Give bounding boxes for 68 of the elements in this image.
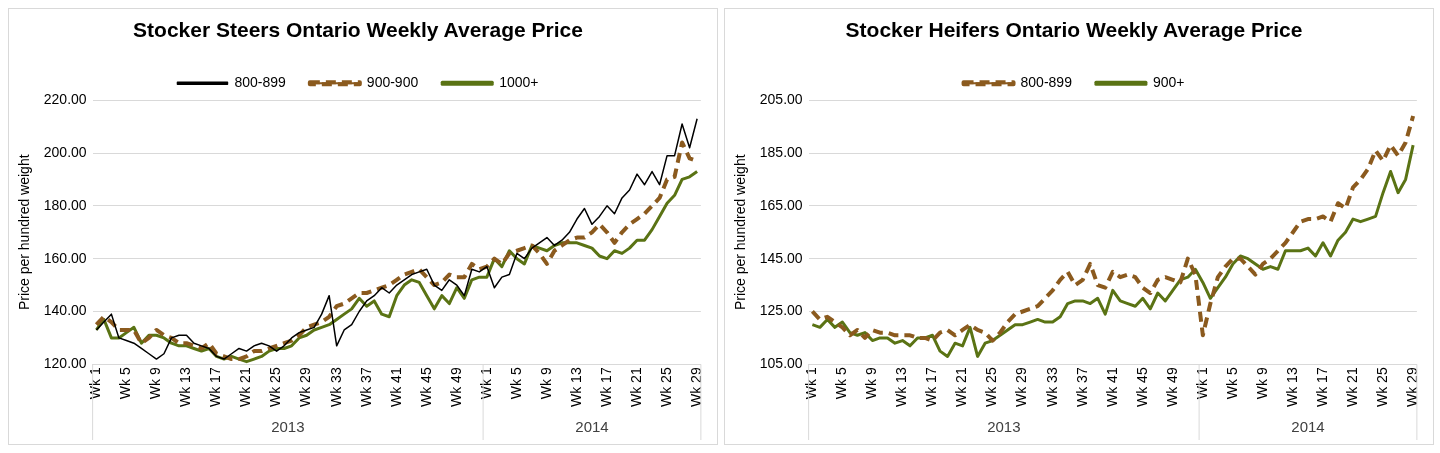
x-tick-label: Wk 5 bbox=[507, 367, 524, 400]
y-tick-label: 160.00 bbox=[43, 249, 87, 266]
x-tick-label: Wk 49 bbox=[1163, 367, 1180, 408]
x-tick-label: Wk 21 bbox=[627, 367, 644, 408]
chart-title: Stocker Heifers Ontario Weekly Average Price bbox=[845, 18, 1303, 42]
y-tick-label: 105.00 bbox=[759, 355, 803, 372]
x-tick-label: Wk 17 bbox=[597, 367, 614, 408]
text: 2013 bbox=[271, 418, 305, 436]
x-tick-label: Wk 29 bbox=[1013, 367, 1030, 408]
x-tick-label: Wk 41 bbox=[387, 367, 404, 408]
legend-label: 1000+ bbox=[499, 74, 539, 91]
y-tick-label: 165.00 bbox=[759, 196, 803, 213]
legend-label: 900+ bbox=[1152, 74, 1185, 91]
x-tick-label: Wk 21 bbox=[1343, 367, 1360, 408]
x-tick-label: Wk 49 bbox=[447, 367, 464, 408]
legend-label: 800-899 bbox=[1020, 74, 1073, 91]
x-tick-label: Wk 17 bbox=[207, 367, 224, 408]
y-axis-title: Price per hundred weight bbox=[732, 154, 749, 311]
y-tick-label: 120.00 bbox=[43, 355, 87, 372]
x-tick-label: Wk 37 bbox=[357, 367, 374, 408]
y-axis-title: Price per hundred weight bbox=[16, 154, 33, 311]
x-tick-label: Wk 25 bbox=[1373, 367, 1390, 408]
x-tick-label: Wk 41 bbox=[1103, 367, 1120, 408]
x-tick-label: Wk 33 bbox=[1043, 367, 1060, 408]
legend-label: 800-899 bbox=[234, 74, 287, 91]
x-tick-label: Wk 5 bbox=[1223, 367, 1240, 400]
x-tick-label: Wk 9 bbox=[863, 367, 880, 400]
chart-title: Stocker Steers Ontario Weekly Average Price bbox=[133, 18, 583, 42]
x-tick-label: Wk 13 bbox=[1283, 367, 1300, 408]
x-tick-label: Wk 13 bbox=[567, 367, 584, 408]
x-tick-label: Wk 25 bbox=[267, 367, 284, 408]
x-tick-label: Wk 1 bbox=[477, 367, 494, 400]
y-tick-label: 140.00 bbox=[43, 302, 87, 319]
x-tick-label: Wk 21 bbox=[953, 367, 970, 408]
y-tick-label: 220.00 bbox=[43, 91, 87, 108]
x-tick-label: Wk 37 bbox=[1073, 367, 1090, 408]
legend-label: 900-900 bbox=[366, 74, 419, 91]
x-tick-label: Wk 13 bbox=[177, 367, 194, 408]
x-tick-label: Wk 17 bbox=[1313, 367, 1330, 408]
x-tick-label: Wk 29 bbox=[687, 367, 704, 408]
x-tick-label: Wk 17 bbox=[923, 367, 940, 408]
y-tick-label: 145.00 bbox=[759, 249, 803, 266]
x-tick-label: Wk 5 bbox=[117, 367, 134, 400]
x-tick-label: Wk 9 bbox=[1253, 367, 1270, 400]
text: 2014 bbox=[1291, 418, 1325, 436]
x-tick-label: Wk 9 bbox=[537, 367, 554, 400]
x-tick-label: Wk 1 bbox=[1193, 367, 1210, 400]
y-tick-label: 180.00 bbox=[43, 196, 87, 213]
x-tick-label: Wk 45 bbox=[417, 367, 434, 408]
text: 2014 bbox=[575, 418, 609, 436]
y-tick-label: 125.00 bbox=[759, 302, 803, 319]
line-series bbox=[810, 114, 1416, 343]
text: 2013 bbox=[987, 418, 1021, 436]
x-tick-label: Wk 5 bbox=[833, 367, 850, 400]
y-tick-label: 205.00 bbox=[759, 91, 803, 108]
x-tick-label: Wk 21 bbox=[237, 367, 254, 408]
y-tick-label: 185.00 bbox=[759, 143, 803, 160]
x-tick-label: Wk 25 bbox=[657, 367, 674, 408]
x-tick-label: Wk 13 bbox=[893, 367, 910, 408]
x-tick-label: Wk 29 bbox=[1403, 367, 1420, 408]
x-tick-label: Wk 29 bbox=[297, 367, 314, 408]
y-tick-label: 200.00 bbox=[43, 143, 87, 160]
x-tick-label: Wk 25 bbox=[983, 367, 1000, 408]
x-tick-label: Wk 9 bbox=[147, 367, 164, 400]
x-tick-label: Wk 1 bbox=[87, 367, 104, 400]
x-tick-label: Wk 33 bbox=[327, 367, 344, 408]
x-tick-label: Wk 1 bbox=[803, 367, 820, 400]
x-tick-label: Wk 45 bbox=[1133, 367, 1150, 408]
